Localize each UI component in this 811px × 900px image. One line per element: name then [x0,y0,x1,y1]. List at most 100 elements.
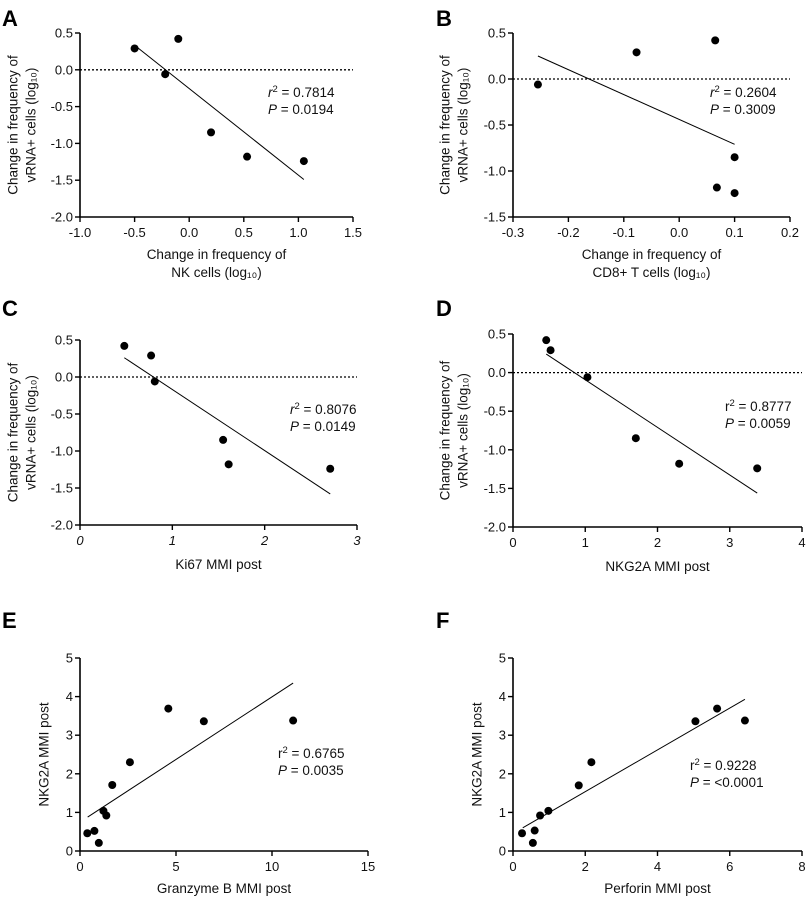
x-tick-label: 2 [582,859,589,874]
panel-letter: B [436,6,452,31]
y-tick-label: 5 [499,651,506,666]
y-tick-label: -2.0 [51,210,73,225]
y-tick-label: -1.0 [51,444,73,459]
x-tick-label: -0.2 [557,225,579,240]
x-tick-label: 8 [798,859,805,874]
y-tick-label: -1.5 [51,173,73,188]
panel-letter: E [2,608,17,633]
y-axis-label: Change in frequency of [6,55,21,195]
data-point [533,80,542,89]
y-tick-label: -1.0 [51,136,73,151]
data-point [161,70,170,79]
x-tick-label: -0.5 [123,225,145,240]
y-tick-label: -0.5 [484,118,506,133]
regression-line [522,698,746,829]
y-tick-label: -0.5 [484,404,506,419]
data-point [713,704,722,713]
x-axis-label: CD8+ T cells (log₁₀) [592,265,710,280]
x-tick-label: 0.1 [726,225,744,240]
p-value-stat: P = 0.0035 [278,763,344,778]
r-squared-stat: r2 = 0.8076 [290,401,356,417]
data-point [536,811,545,820]
regression-line [537,55,735,145]
y-tick-label: -1.5 [484,210,506,225]
data-point [712,183,721,192]
y-tick-label: 0.0 [488,72,506,87]
x-axis-label: NKG2A MMI post [605,559,710,574]
panel-C: C -2.0 -1.5 -1.0 -0.5 0.0 0.5 0 1 2 3 Ki67 MMI post… [2,296,361,572]
data-point [174,34,183,43]
data-point [289,716,298,725]
x-tick-label: 10 [265,859,279,874]
y-tick-label: -0.5 [51,407,73,422]
data-point [102,811,111,820]
x-axis-label: Perforin MMI post [604,881,711,896]
data-point [546,346,555,355]
y-axis-label: NKG2A MMI post [470,702,485,807]
x-tick-label: 0.2 [781,225,799,240]
x-tick-label: 3 [353,533,361,548]
data-point [518,829,527,838]
p-value-stat: P = <0.0001 [690,775,764,790]
panel-letter: F [436,608,449,633]
data-point [542,336,551,345]
panel-E: E 0 1 2 3 4 5 0 5 10 15 Granzyme B MMI post NKG2A MM… [2,608,375,896]
y-tick-label: 0.0 [55,370,73,385]
data-point [219,435,228,444]
data-point [631,434,640,443]
x-tick-label: 6 [726,859,733,874]
y-tick-label: 1 [499,805,506,820]
x-tick-label: 2 [260,533,269,548]
x-tick-label: 0 [509,535,516,550]
y-tick-label: 1 [66,805,73,820]
y-tick-label: 0.0 [488,365,506,380]
x-tick-label: -1.0 [69,225,91,240]
data-point [587,758,596,767]
panel-letter: A [2,6,18,31]
data-point [207,128,216,137]
y-tick-label: 2 [499,766,506,781]
x-tick-label: 15 [361,859,375,874]
x-tick-label: 0 [509,859,516,874]
x-tick-label: 4 [654,859,661,874]
p-value-stat: P = 0.0194 [268,102,334,117]
y-tick-label: -2.0 [51,518,73,533]
y-tick-label: 0.5 [488,327,506,342]
x-tick-label: 1 [582,535,589,550]
data-point [83,829,92,838]
y-tick-label: 0 [66,844,73,859]
p-value-stat: P = 0.0059 [725,416,791,431]
data-point [530,826,539,835]
p-value-stat: P = 0.3009 [710,102,776,117]
data-point [224,460,233,469]
y-tick-label: 0 [499,844,506,859]
y-tick-label: 4 [66,689,73,704]
x-tick-label: -0.3 [502,225,524,240]
data-point [90,826,99,835]
y-tick-label: 3 [66,728,73,743]
p-value-stat: P = 0.0149 [290,419,356,434]
y-tick-label: -1.0 [484,442,506,457]
data-point [730,189,739,198]
x-axis-label: Ki67 MMI post [175,557,262,572]
data-point [583,373,592,382]
panel-F: F 0 1 2 3 4 5 0 2 4 6 8 Perforin MMI post NKG2A MMI p… [436,608,806,896]
y-axis-label: vRNA+ cells (log₁₀) [24,68,39,183]
y-axis-label: vRNA+ cells (log₁₀) [456,373,471,488]
y-tick-label: -1.0 [484,164,506,179]
data-point [125,758,134,767]
data-point [243,152,252,161]
x-axis-label: Change in frequency of [147,247,287,262]
data-point [164,704,173,713]
data-point [740,716,749,725]
x-tick-label: 0 [76,859,83,874]
data-point [544,806,553,815]
x-tick-label: 4 [798,535,805,550]
data-point [326,464,335,473]
x-axis-label: Change in frequency of [582,247,722,262]
r-squared-stat: r2 = 0.6765 [278,745,344,761]
data-point [150,377,159,386]
y-tick-label: 2 [66,766,73,781]
x-tick-label: -0.1 [613,225,635,240]
